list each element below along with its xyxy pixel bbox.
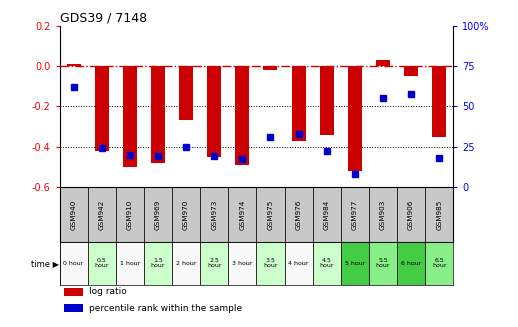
Bar (64, 288, 83, 296)
Text: GSM940: GSM940 (70, 199, 77, 230)
Bar (404, 66, 418, 76)
Text: 3.5
hour: 3.5 hour (263, 258, 278, 268)
Bar (313, 187, 341, 242)
Bar (432, 66, 446, 137)
Bar (264, 66, 278, 70)
Text: 6 hour: 6 hour (401, 261, 421, 266)
Text: GSM975: GSM975 (267, 199, 274, 230)
Bar (320, 66, 334, 134)
Bar (172, 187, 200, 242)
Bar (207, 66, 221, 157)
Bar (376, 60, 390, 66)
Text: GSM984: GSM984 (324, 199, 330, 230)
Text: 3 hour: 3 hour (232, 261, 253, 266)
Bar (88, 187, 116, 242)
Bar (292, 66, 306, 141)
Bar (144, 242, 172, 284)
Text: GSM973: GSM973 (211, 199, 217, 230)
Bar (123, 66, 137, 167)
Text: GSM985: GSM985 (436, 199, 442, 230)
Text: GSM974: GSM974 (239, 199, 246, 230)
Text: 5 hour: 5 hour (344, 261, 365, 266)
Bar (88, 242, 116, 284)
Text: 1 hour: 1 hour (120, 261, 140, 266)
Text: log ratio: log ratio (89, 287, 127, 296)
Text: 6.5
hour: 6.5 hour (432, 258, 447, 268)
Text: 0 hour: 0 hour (63, 261, 84, 266)
Bar (228, 187, 256, 242)
Text: GSM903: GSM903 (380, 199, 386, 230)
Bar (228, 242, 256, 284)
Bar (341, 242, 369, 284)
Bar (200, 187, 228, 242)
Text: 5.5
hour: 5.5 hour (376, 258, 390, 268)
Bar (60, 187, 88, 242)
Bar (60, 242, 88, 284)
Bar (397, 187, 425, 242)
Text: GSM906: GSM906 (408, 199, 414, 230)
Bar (341, 187, 369, 242)
Text: GSM970: GSM970 (183, 199, 189, 230)
Bar (179, 66, 193, 120)
Text: 4.5
hour: 4.5 hour (320, 258, 334, 268)
Bar (397, 242, 425, 284)
Text: 0.5
hour: 0.5 hour (94, 258, 109, 268)
Text: GSM976: GSM976 (296, 199, 301, 230)
Text: GSM942: GSM942 (99, 199, 105, 230)
Bar (256, 187, 284, 242)
Text: time ▶: time ▶ (31, 259, 59, 268)
Bar (425, 187, 453, 242)
Text: percentile rank within the sample: percentile rank within the sample (89, 304, 242, 313)
Bar (313, 242, 341, 284)
Text: 2.5
hour: 2.5 hour (207, 258, 222, 268)
Text: GSM910: GSM910 (127, 199, 133, 230)
Bar (284, 187, 313, 242)
Bar (144, 187, 172, 242)
Bar (369, 242, 397, 284)
Bar (235, 66, 249, 165)
Text: GSM977: GSM977 (352, 199, 358, 230)
Bar (425, 242, 453, 284)
Text: 4 hour: 4 hour (289, 261, 309, 266)
Text: 1.5
hour: 1.5 hour (151, 258, 165, 268)
Bar (369, 187, 397, 242)
Bar (116, 187, 144, 242)
Text: GDS39 / 7148: GDS39 / 7148 (60, 12, 147, 25)
Text: 2 hour: 2 hour (176, 261, 196, 266)
Bar (151, 66, 165, 163)
Bar (67, 64, 81, 66)
Bar (116, 242, 144, 284)
Bar (95, 66, 109, 151)
Bar (64, 304, 83, 312)
Bar (200, 242, 228, 284)
Bar (284, 242, 313, 284)
Bar (172, 242, 200, 284)
Text: GSM969: GSM969 (155, 199, 161, 230)
Bar (256, 242, 284, 284)
Bar (348, 66, 362, 171)
